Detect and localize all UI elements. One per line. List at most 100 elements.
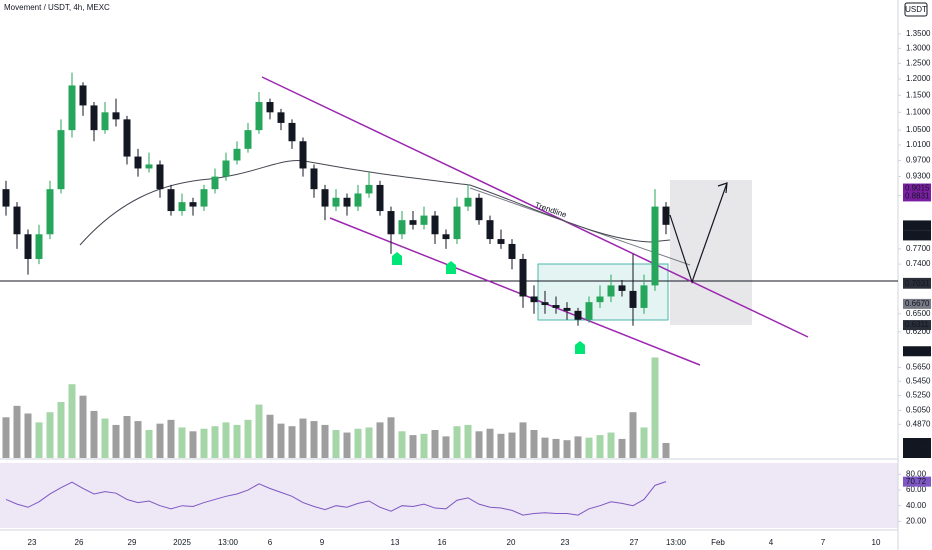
candle-body	[211, 176, 219, 190]
volume-bar	[156, 423, 164, 458]
projection-arrow	[669, 182, 728, 284]
candle-body	[222, 160, 230, 177]
volume-bar	[563, 440, 571, 458]
volume-bar	[222, 422, 230, 458]
price-tag	[903, 320, 931, 331]
candle-body	[409, 220, 417, 225]
volume-bar	[288, 426, 296, 458]
price-tag	[903, 346, 931, 357]
volume-bar	[189, 431, 197, 458]
volume-tag	[903, 438, 931, 448]
arrow-head	[717, 182, 728, 194]
candle-body	[453, 206, 461, 240]
x-tick-label: 4	[769, 538, 774, 547]
y-tick-label: 0.4870	[906, 419, 931, 428]
volume-bar	[618, 438, 626, 458]
volume-bar	[134, 421, 142, 458]
countdown: 25:32	[907, 231, 928, 240]
channel-upper	[261, 76, 809, 338]
candle-body	[178, 202, 186, 212]
candle-body	[167, 189, 175, 212]
volume-bar	[475, 431, 483, 458]
volume-bar	[35, 422, 43, 458]
volume-bar	[57, 402, 65, 458]
x-tick-label: Feb	[711, 538, 725, 547]
rsi-tick-label: 20.00	[906, 516, 927, 525]
candle-body	[640, 285, 648, 308]
candle-body	[387, 211, 395, 235]
y-tick-label: 0.9700	[906, 156, 931, 165]
y-tick-label: 1.2500	[906, 58, 931, 67]
price-tag-label: 0.5894	[905, 346, 930, 355]
x-tick-label: 13:00	[218, 538, 239, 547]
volume-bar	[354, 428, 362, 458]
candle-body	[585, 302, 593, 320]
rsi-pane	[0, 463, 898, 528]
rsi-tick-label: 60.00	[906, 485, 927, 494]
candle-body	[13, 206, 21, 235]
price-tag	[903, 191, 931, 202]
price-tag-label: 0.6311	[905, 320, 929, 329]
y-tick-label: 1.1500	[906, 90, 931, 99]
candle-body	[68, 85, 76, 131]
target-box	[670, 180, 752, 325]
volume-tag-label: 1.16M	[906, 448, 929, 457]
y-tick-label: 1.3500	[906, 29, 931, 38]
volume-bar	[420, 433, 428, 458]
candle-body	[420, 215, 428, 225]
volume-bar	[123, 416, 131, 458]
currency-box[interactable]	[904, 2, 928, 17]
volume-bar	[629, 412, 637, 458]
candle-body	[563, 307, 571, 311]
channel-lower	[329, 217, 701, 366]
volume-bar	[585, 437, 593, 458]
volume-bar	[310, 421, 318, 458]
candle-body	[255, 102, 263, 131]
rsi-tag	[903, 476, 931, 487]
volume-bar	[200, 428, 208, 458]
x-tick-label: 13	[391, 538, 400, 547]
candle-body	[233, 148, 241, 161]
candle-body	[398, 220, 406, 235]
signal-marker	[575, 341, 585, 354]
chart-title: Movement / USDT, 4h, MEXC	[4, 3, 110, 12]
candle-body	[244, 130, 252, 149]
candle-body	[552, 305, 560, 308]
price-tag-label: 0.8187	[905, 221, 930, 230]
volume-bar	[640, 427, 648, 458]
candle-body	[629, 290, 637, 308]
candle-body	[662, 206, 670, 225]
y-tick-label: 1.0100	[906, 140, 931, 149]
candle-body	[508, 243, 516, 259]
volume-bar	[409, 435, 417, 458]
volume-bar	[596, 435, 604, 458]
volume-bar	[145, 430, 153, 458]
candle-body	[343, 197, 351, 207]
candle-body	[46, 189, 54, 235]
price-tag	[903, 298, 931, 309]
candle-body	[310, 168, 318, 190]
volume-bar	[486, 428, 494, 458]
candle-body	[596, 296, 604, 303]
y-tick-label: 1.1000	[906, 107, 931, 116]
x-tick-label: 16	[438, 538, 447, 547]
price-tag-label: 0.9015	[905, 184, 930, 193]
y-tick-label: 0.9300	[906, 172, 931, 181]
y-tick-label: 1.0500	[906, 125, 931, 134]
candle-body	[277, 112, 285, 123]
volume-bar	[266, 414, 274, 458]
volume-bar	[178, 427, 186, 458]
candle-body	[497, 239, 505, 244]
y-tick-label: 0.6200	[906, 327, 931, 336]
volume-bar	[442, 436, 450, 458]
candle-body	[530, 296, 538, 303]
volume-bar	[90, 410, 98, 458]
price-tag-label: 0.7031	[905, 279, 930, 288]
volume-bar	[651, 357, 659, 458]
volume-bar	[24, 413, 32, 458]
x-tick-label: 6	[268, 538, 273, 547]
volume-bar	[464, 424, 472, 458]
currency: USDT	[905, 5, 927, 14]
y-tick-label: 1.3000	[906, 43, 931, 52]
